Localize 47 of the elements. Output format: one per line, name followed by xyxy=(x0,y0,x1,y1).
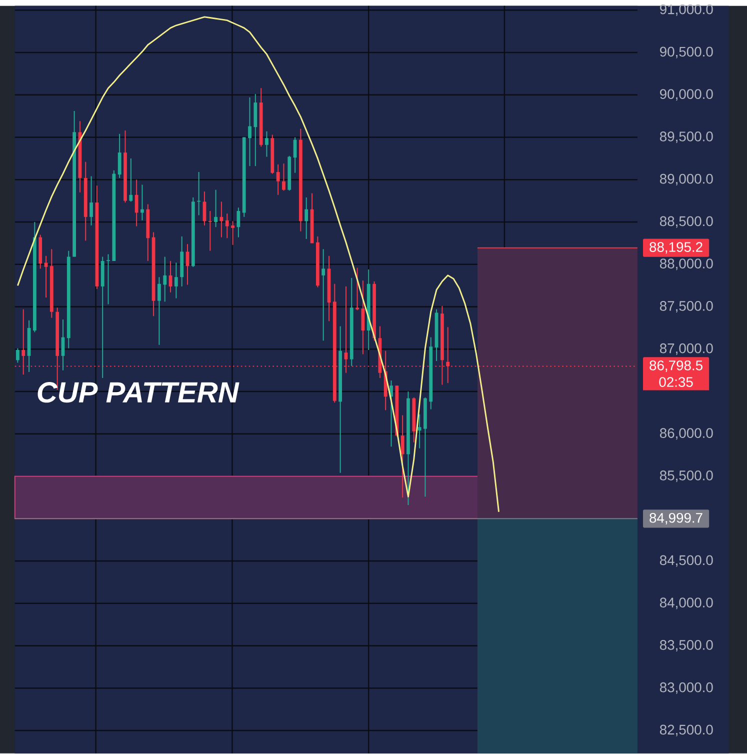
y-tick-label: 82,500.0 xyxy=(660,724,713,736)
candlestick xyxy=(157,276,161,346)
candlestick xyxy=(106,254,110,305)
candlestick xyxy=(418,414,422,449)
y-tick-label: 90,500.0 xyxy=(660,46,713,58)
y-tick-label: 90,000.0 xyxy=(660,89,713,101)
candlestick xyxy=(21,308,25,376)
y-tick-label: 85,500.0 xyxy=(660,470,713,482)
candlestick xyxy=(230,220,234,246)
candlestick xyxy=(16,348,20,364)
candlestick xyxy=(282,163,286,192)
candlestick xyxy=(89,176,93,226)
y-tick-label: 89,000.0 xyxy=(660,174,713,186)
y-tick-label: 91,000.0 xyxy=(660,4,713,16)
candlestick xyxy=(174,262,178,299)
y-tick-label: 87,000.0 xyxy=(660,343,713,355)
y-tick-label: 87,500.0 xyxy=(660,301,713,313)
y-tick-label: 83,500.0 xyxy=(660,640,713,652)
candlestick xyxy=(214,189,218,228)
candlestick xyxy=(400,414,404,498)
candlestick xyxy=(236,207,240,238)
ref-line-label: 84,999.7 xyxy=(649,512,702,524)
candlestick xyxy=(134,179,138,227)
y-tick-label: 84,000.0 xyxy=(660,598,713,610)
candlestick xyxy=(321,248,325,342)
candlestick xyxy=(248,96,252,167)
candlestick xyxy=(118,133,122,178)
y-tick-label: 88,500.0 xyxy=(660,216,713,228)
candlestick xyxy=(162,256,166,302)
ref-line-label: 86,798.5 xyxy=(649,360,702,372)
text: 02:35 xyxy=(658,377,693,387)
y-tick-label: 89,500.0 xyxy=(660,132,713,144)
ref-line-label: 88,195.2 xyxy=(649,242,702,254)
candlestick xyxy=(44,255,48,298)
candlestick xyxy=(225,213,229,239)
candlestick xyxy=(208,210,212,252)
candlestick xyxy=(304,196,308,240)
y-tick-label: 84,500.0 xyxy=(660,555,713,567)
y-tick-label: 83,000.0 xyxy=(660,682,713,694)
candlestick xyxy=(140,184,144,221)
annotation: CUP PATTERN xyxy=(38,382,240,403)
candlestick xyxy=(264,130,268,158)
y-tick-label: 88,000.0 xyxy=(660,258,713,270)
candlestick xyxy=(128,158,132,202)
y-tick-label: 86,000.0 xyxy=(660,428,713,440)
candlestick xyxy=(276,164,280,196)
candlestick xyxy=(355,267,359,311)
